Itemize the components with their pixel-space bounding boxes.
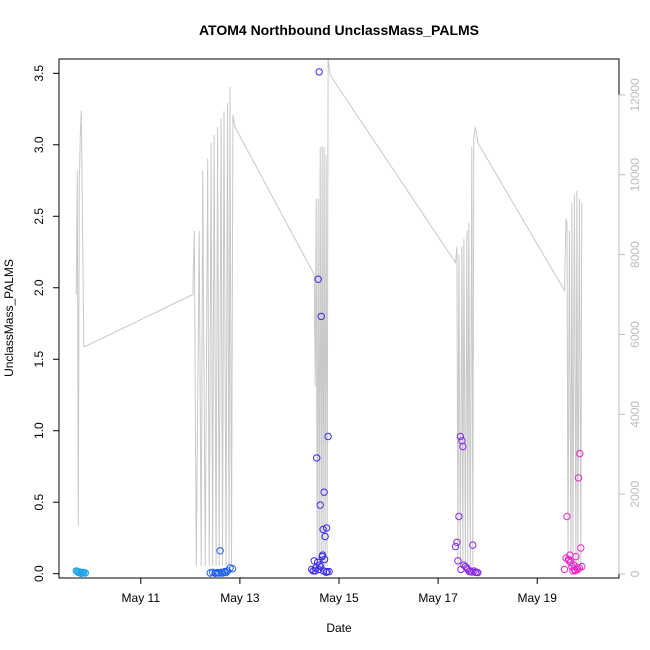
data-point-flight-5: [563, 512, 571, 521]
y-tick-label: 3.0: [32, 136, 46, 153]
x-tick-label: May 19: [518, 591, 558, 605]
data-point-flight-2: [215, 569, 223, 577]
data-point-flight-3: [315, 68, 323, 76]
data-point-flight-2: [228, 565, 237, 573]
data-point-flight-3: [314, 275, 322, 283]
right-axis-tick-label: 0: [628, 570, 642, 577]
data-point-flight-3: [321, 532, 329, 541]
y-tick-label: 3.5: [32, 65, 46, 82]
data-point-flight-3: [313, 454, 321, 462]
data-point-flight-4: [451, 542, 460, 551]
data-point-flight-2: [212, 569, 220, 577]
y-axis-label: UnclassMass_PALMS: [2, 259, 16, 377]
altitude-line: [75, 58, 583, 567]
data-point-flight-4: [465, 567, 473, 576]
data-point-flight-5: [572, 552, 580, 561]
data-point-flight-3: [308, 565, 316, 574]
data-point-flight-5: [577, 544, 585, 552]
data-point-flight-5: [574, 474, 583, 482]
y-tick-label: 1.5: [32, 351, 46, 368]
right-axis-tick-label: 2000: [628, 481, 642, 508]
data-point-flight-5: [576, 449, 584, 458]
data-point-flight-3: [319, 567, 328, 575]
x-tick-label: May 11: [122, 591, 161, 605]
data-point-flight-5: [565, 557, 573, 565]
data-point-flight-3: [320, 555, 329, 564]
data-point-flight-4: [469, 541, 477, 549]
data-point-flight-3: [325, 567, 333, 576]
data-point-flight-4: [459, 442, 467, 451]
right-axis-tick-label: 6000: [628, 321, 642, 348]
data-point-flight-2: [216, 547, 224, 555]
plot-layer: May 11 May 13 May 15 May 17 May 19 0.0 0.5 1.0 1…: [32, 58, 642, 605]
x-tick-label: May 15: [319, 591, 359, 605]
data-point-flight-2: [222, 568, 230, 577]
chart-title: ATOM4 Northbound UnclassMass_PALMS: [199, 22, 479, 38]
right-axis-tick-label: 10000: [628, 158, 642, 192]
y-tick-label: 2.0: [32, 279, 46, 296]
data-point-flight-4: [456, 432, 465, 441]
y-tick-label: 0.0: [32, 565, 46, 582]
data-point-flight-3: [318, 551, 327, 559]
data-point-flight-3: [323, 567, 331, 576]
y-tick-label: 0.5: [32, 494, 46, 511]
data-point-flight-3: [315, 565, 323, 574]
data-point-flight-1: [75, 568, 84, 576]
x-axis-label: Date: [326, 621, 352, 635]
data-point-flight-3: [317, 312, 325, 321]
data-point-flight-5: [575, 564, 584, 572]
data-point-flight-4: [454, 557, 462, 565]
right-axis-tick-label: 4000: [628, 401, 642, 428]
data-point-flight-3: [320, 488, 328, 496]
right-axis-tick-label: 8000: [628, 241, 642, 268]
data-point-flight-5: [560, 565, 569, 574]
data-point-flight-3: [322, 524, 331, 532]
y-tick-label: 2.5: [32, 208, 46, 225]
data-point-flight-3: [310, 557, 318, 565]
x-tick-label: May 13: [220, 591, 260, 605]
data-point-flight-4: [473, 568, 481, 576]
data-point-flight-3: [319, 525, 327, 534]
right-axis-tick-label: 12000: [628, 78, 642, 112]
data-point-flight-4: [453, 538, 461, 546]
data-point-flight-4: [455, 512, 463, 521]
data-point-flight-4: [457, 565, 465, 574]
data-point-flight-3: [311, 567, 319, 575]
data-point-flight-3: [316, 501, 324, 509]
y-tick-label: 1.0: [32, 422, 46, 439]
data-point-flight-1: [79, 569, 88, 577]
x-tick-label: May 17: [418, 591, 458, 605]
data-point-flight-3: [324, 432, 332, 441]
